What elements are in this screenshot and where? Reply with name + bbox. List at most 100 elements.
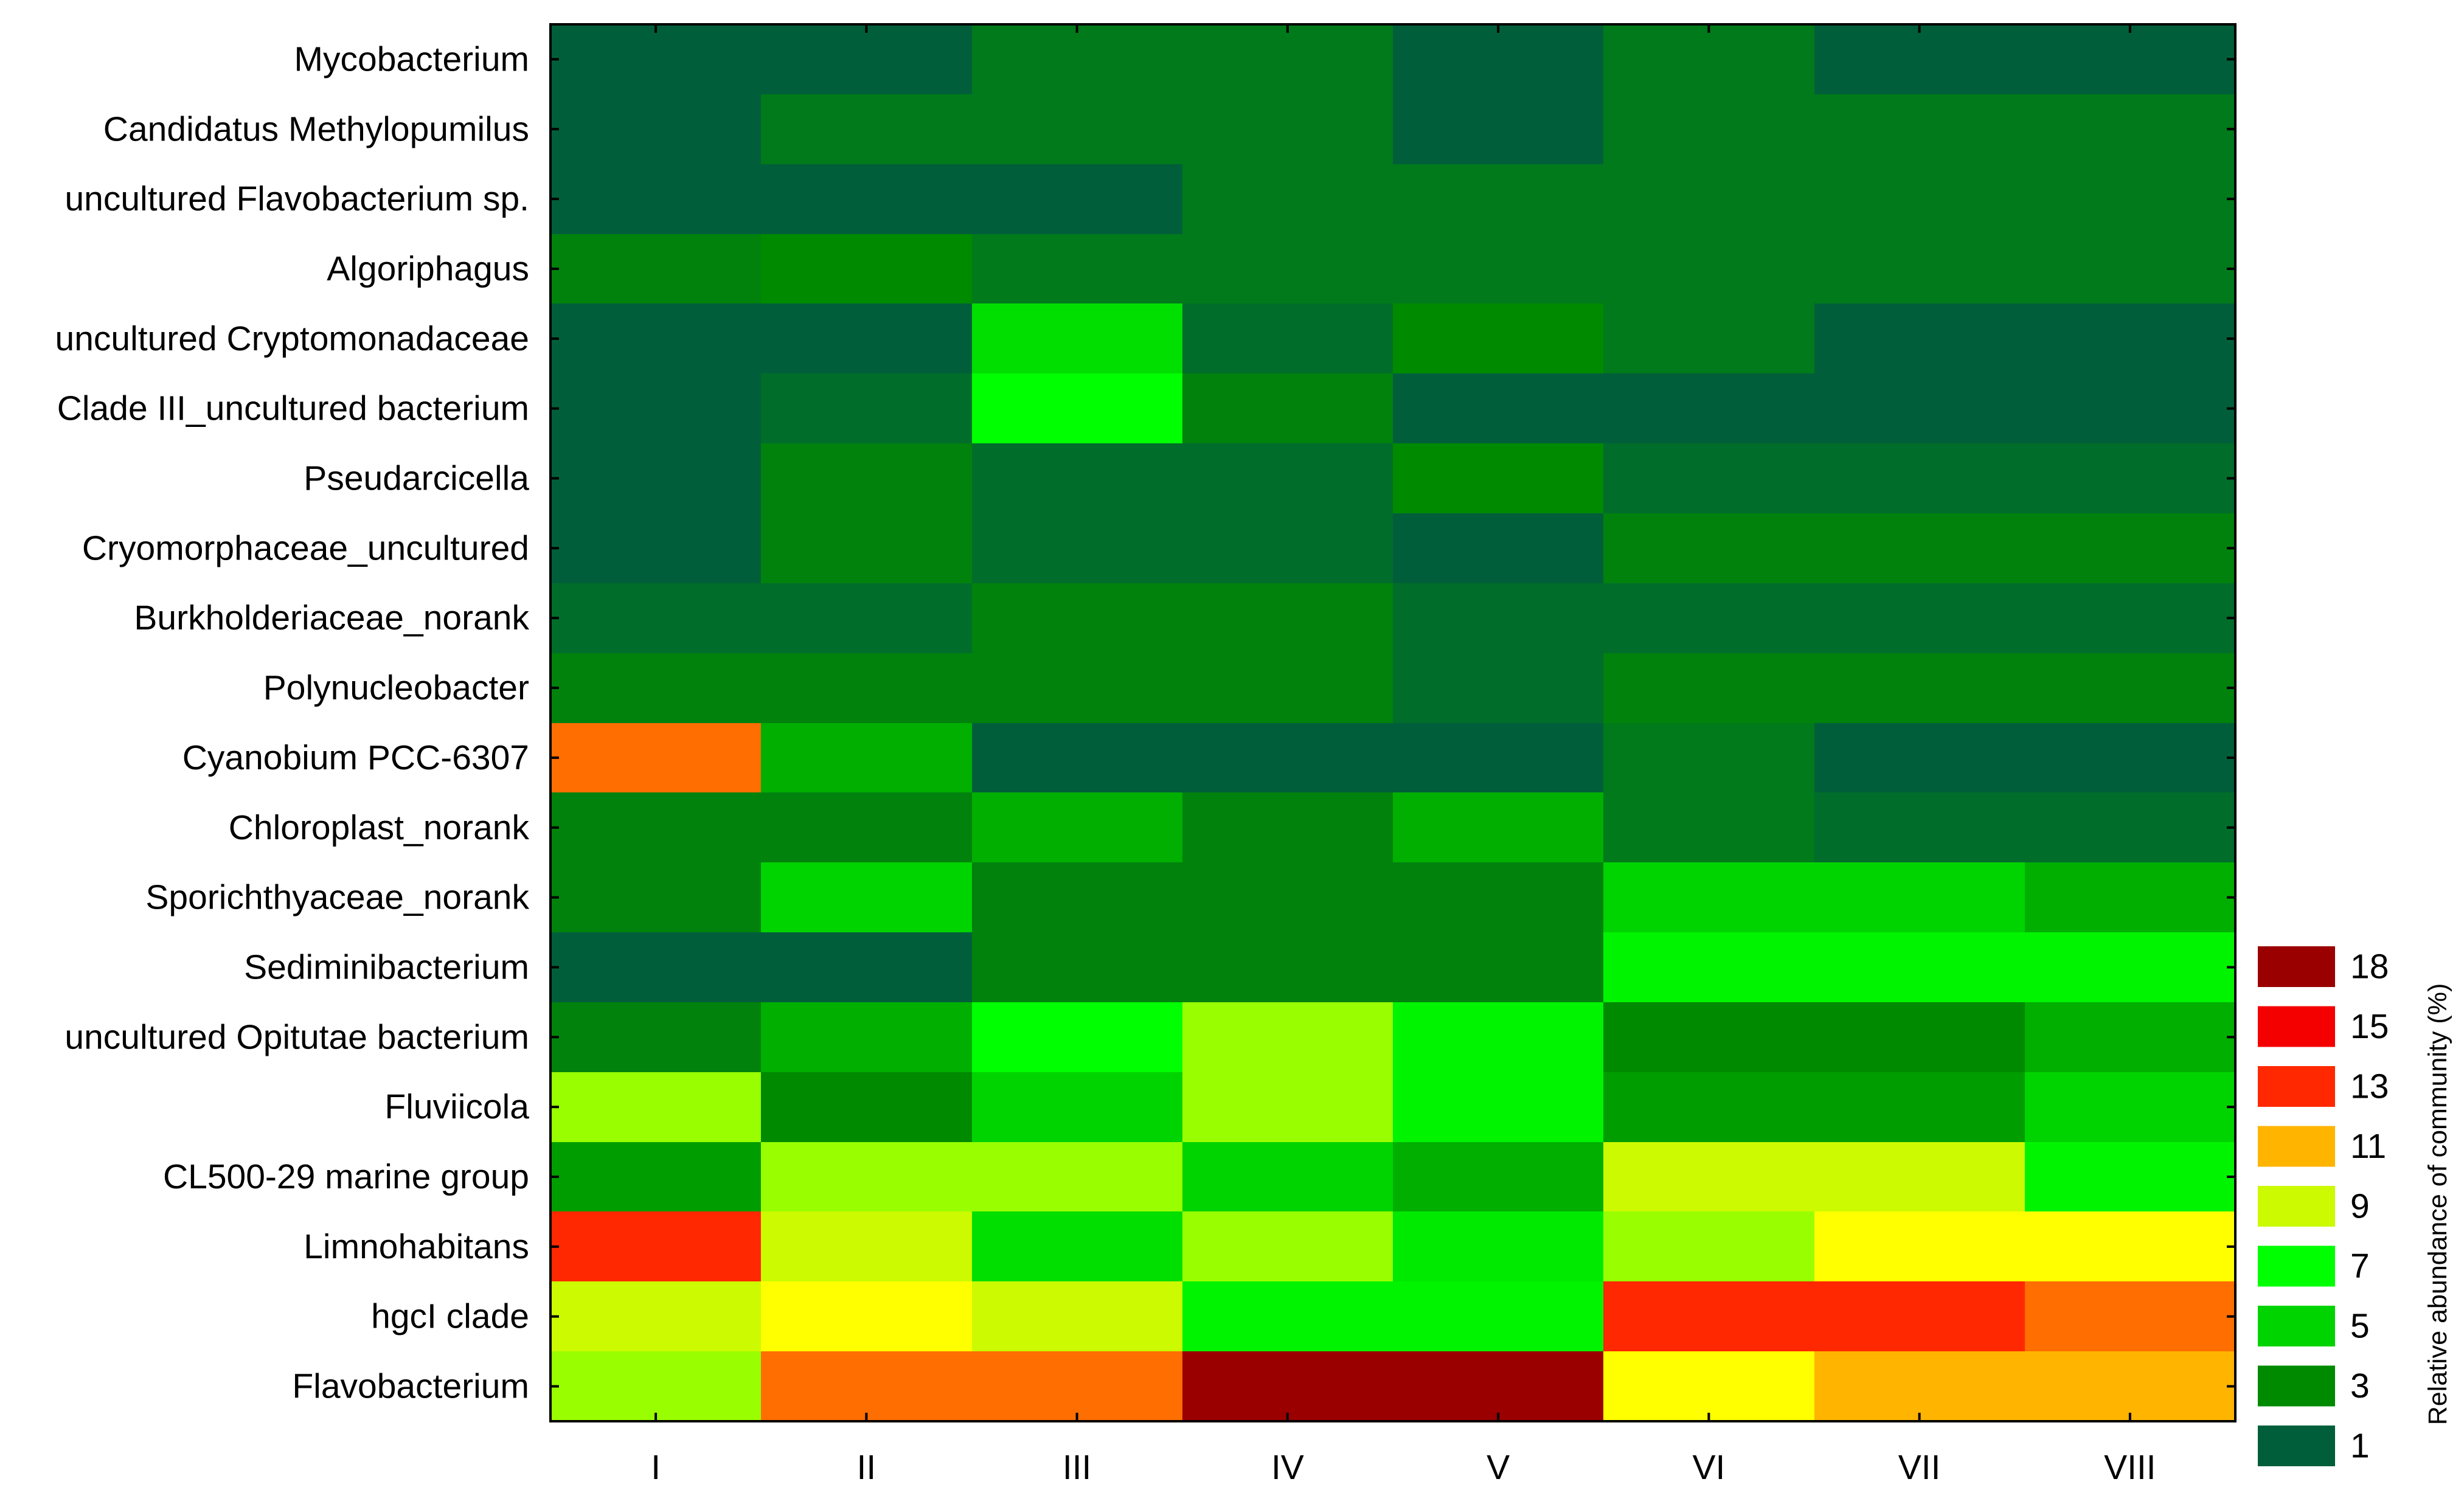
heatmap-cell (1814, 1351, 2025, 1421)
row-label: hgcI clade (371, 1297, 529, 1336)
heatmap-cell (550, 1211, 761, 1281)
heatmap-cell (761, 723, 972, 792)
heatmap-cell (1182, 1281, 1393, 1351)
legend-swatch (2258, 1066, 2335, 1107)
heatmap-cell (761, 653, 972, 723)
heatmap-cell (1603, 653, 1814, 723)
heatmap-cell (1814, 1002, 2025, 1072)
heatmap-cell (1393, 932, 1603, 1002)
heatmap-cell (972, 1351, 1182, 1421)
heatmap-cell (550, 1072, 761, 1142)
heatmap-cell (972, 443, 1182, 513)
heatmap-cell (550, 1002, 761, 1072)
heatmap-cell (972, 94, 1182, 164)
heatmap-cell (2025, 653, 2235, 723)
heatmap-cell (761, 1351, 972, 1421)
heatmap-cell (1393, 862, 1603, 932)
heatmap-cell (1182, 443, 1393, 513)
heatmap-cell (972, 373, 1182, 443)
heatmap-cell (1182, 932, 1393, 1002)
column-label: III (1063, 1448, 1092, 1487)
heatmap-cell (972, 234, 1182, 303)
column-label: VIII (2104, 1448, 2156, 1487)
legend-swatch (2258, 1126, 2335, 1167)
legend: 18 15 13 11 9 7 5 3 1 (2258, 946, 2389, 1466)
heatmap-cell (761, 303, 972, 373)
heatmap-cell (550, 513, 761, 583)
heatmap-cell (972, 792, 1182, 862)
heatmap-cell (1182, 1351, 1393, 1421)
heatmap-cell (1814, 792, 2025, 862)
legend-swatch (2258, 1365, 2335, 1407)
heatmap-cell (1393, 373, 1603, 443)
heatmap-cell (1603, 234, 1814, 303)
heatmap-cell (1603, 583, 1814, 653)
legend-swatch (2258, 1186, 2335, 1227)
row-label: Fluviicola (384, 1087, 529, 1126)
heatmap-cell (1393, 583, 1603, 653)
heatmap-cell (550, 234, 761, 303)
row-label: Limnohabitans (304, 1227, 529, 1266)
legend-swatch (2258, 1245, 2335, 1287)
heatmap-cell (550, 932, 761, 1002)
heatmap-cell (1603, 24, 1814, 94)
heatmap-cell (1814, 443, 2025, 513)
heatmap-cell (550, 723, 761, 792)
heatmap-cell (1393, 792, 1603, 862)
legend-label: 18 (2350, 948, 2389, 986)
heatmap-cell (761, 373, 972, 443)
heatmap-cell (1393, 653, 1603, 723)
heatmap-cell (761, 932, 972, 1002)
row-label: Flavobacterium (292, 1367, 529, 1406)
heatmap-cell (1603, 1281, 1814, 1351)
plot-frame (549, 23, 2237, 1422)
heatmap-cell (1603, 1142, 1814, 1211)
legend-label: 1 (2350, 1427, 2370, 1466)
heatmap-cell (972, 24, 1182, 94)
heatmap-cell (761, 513, 972, 583)
heatmap-cell (1393, 443, 1603, 513)
legend-label: 5 (2350, 1307, 2370, 1346)
heatmap-cell (1182, 234, 1393, 303)
heatmap-cell (2025, 792, 2235, 862)
heatmap-cell (1814, 164, 2025, 234)
row-label: Burkholderiaceae_norank (134, 598, 529, 637)
heatmap-cell (1603, 303, 1814, 373)
heatmap-cell (2025, 443, 2235, 513)
legend-label: 9 (2350, 1187, 2370, 1226)
heatmap-cell (1603, 792, 1814, 862)
heatmap-cell (550, 1142, 761, 1211)
heatmap-cell (761, 24, 972, 94)
heatmap-cell (1393, 723, 1603, 792)
row-label: Clade III_uncultured bacterium (57, 389, 529, 428)
heatmap-cell (1603, 1002, 1814, 1072)
column-label: VII (1898, 1448, 1941, 1487)
heatmap-cell (761, 1142, 972, 1211)
heatmap-cell (1393, 1142, 1603, 1211)
legend-swatch (2258, 946, 2335, 987)
heatmap-cell (761, 1281, 972, 1351)
heatmap-cell (2025, 862, 2235, 932)
heatmap-cell (1814, 583, 2025, 653)
heatmap-cell (1814, 303, 2025, 373)
legend-label: 11 (2350, 1127, 2386, 1166)
heatmap-cell (2025, 932, 2235, 1002)
heatmap-cell (1393, 303, 1603, 373)
heatmap-cell (761, 443, 972, 513)
heatmap-cell (2025, 164, 2235, 234)
heatmap-cells (550, 24, 2235, 1421)
heatmap-cell (1603, 1211, 1814, 1281)
column-label: I (651, 1448, 661, 1487)
row-label: Polynucleobacter (263, 668, 529, 707)
heatmap-cell (2025, 1142, 2235, 1211)
legend-label: 13 (2350, 1067, 2389, 1106)
heatmap-cell (1814, 513, 2025, 583)
heatmap-cell (1182, 373, 1393, 443)
axis-ticks (550, 24, 2235, 1421)
row-label: Sporichthyaceae_norank (145, 878, 529, 917)
heatmap-cell (1393, 1072, 1603, 1142)
heatmap-cell (1393, 24, 1603, 94)
heatmap-cell (550, 583, 761, 653)
heatmap-cell (1814, 932, 2025, 1002)
heatmap-cell (550, 792, 761, 862)
